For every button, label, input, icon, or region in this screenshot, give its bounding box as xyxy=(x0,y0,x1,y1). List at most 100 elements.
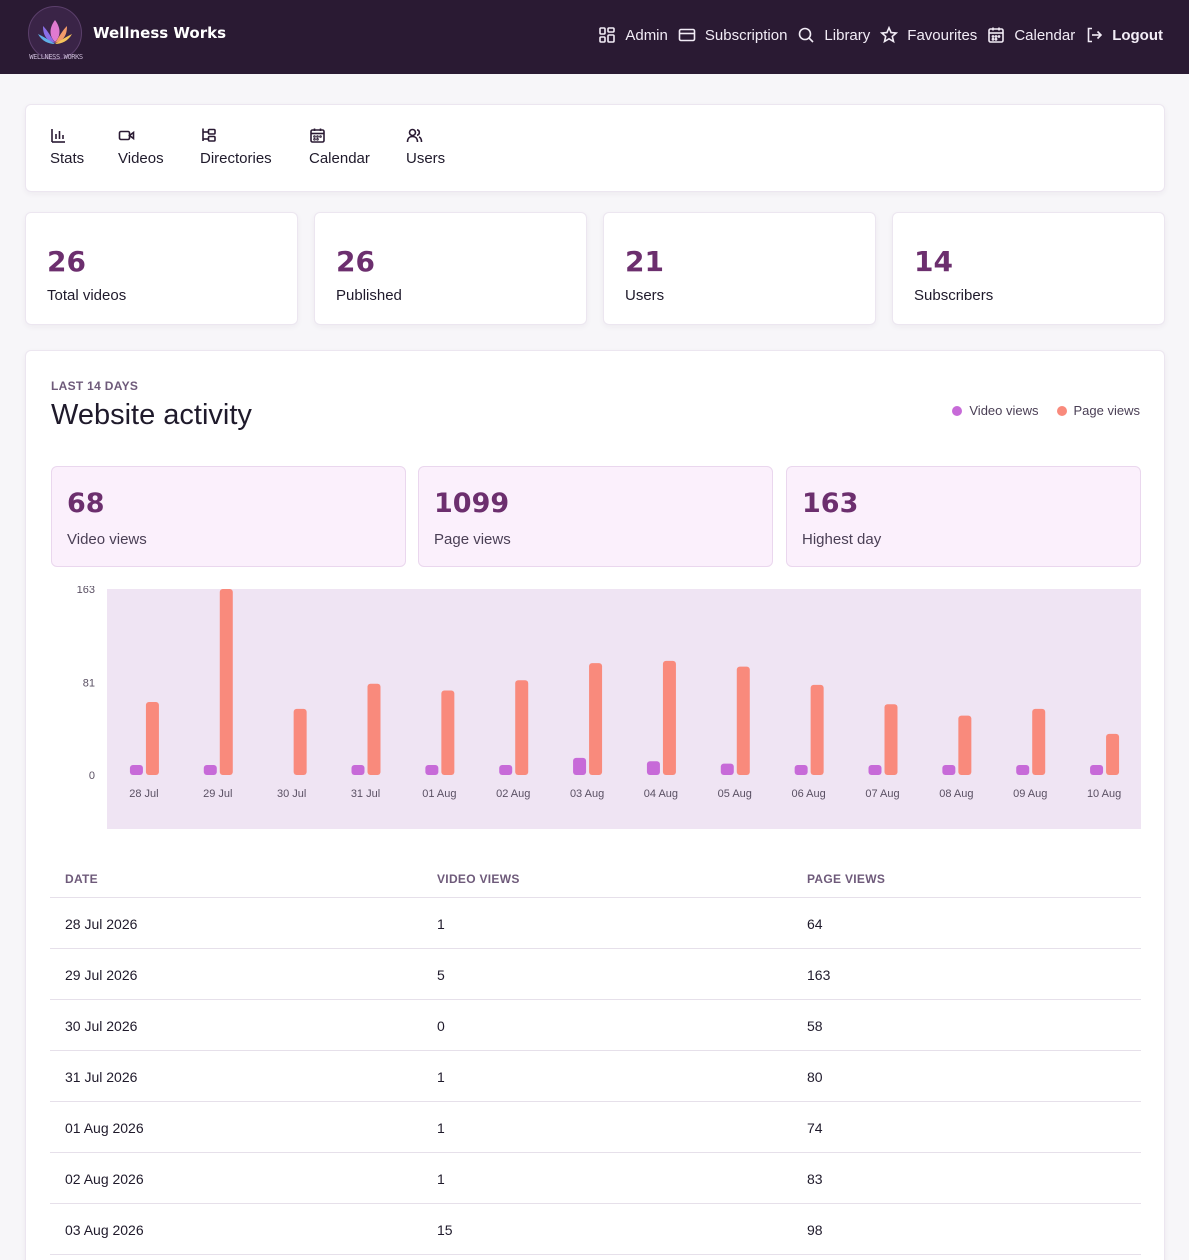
bar-video-views xyxy=(129,765,143,775)
brand-name[interactable]: Wellness Works xyxy=(93,24,227,42)
cell-date: 28 Jul 2026 xyxy=(65,916,138,932)
nav-library-label: Library xyxy=(824,26,871,44)
calendar-icon xyxy=(310,128,325,143)
nav-favourites[interactable]: Favourites xyxy=(880,26,977,44)
bar-page-views xyxy=(367,683,381,775)
lotus-logo-icon[interactable] xyxy=(28,6,82,60)
stat-card-users: 21 Users xyxy=(603,212,876,325)
tab-directories[interactable]: Directories xyxy=(200,127,272,167)
cell-video-views: 1 xyxy=(437,1120,445,1136)
cell-date: 29 Jul 2026 xyxy=(65,967,138,983)
bar-page-views xyxy=(219,589,233,775)
x-tick-label: 04 Aug xyxy=(644,788,678,800)
stat-value: 21 xyxy=(625,245,664,278)
stat-label: Subscribers xyxy=(914,287,994,304)
bar-video-views xyxy=(720,763,734,775)
search-icon xyxy=(799,27,814,43)
bar-page-views xyxy=(589,663,603,775)
nav-admin[interactable]: Admin xyxy=(598,26,668,44)
chart-legend: Video views Page views xyxy=(952,403,1140,418)
x-tick-label: 07 Aug xyxy=(865,788,899,800)
x-tick-label: 10 Aug xyxy=(1087,788,1121,800)
summary-label: Video views xyxy=(67,531,147,548)
logo-caption: WELLNESS WORKS xyxy=(29,53,83,61)
cell-video-views: 1 xyxy=(437,1069,445,1085)
tab-videos[interactable]: Videos xyxy=(118,127,164,167)
cell-date: 02 Aug 2026 xyxy=(65,1171,144,1187)
summary-label: Page views xyxy=(434,531,511,548)
nav-subscription-label: Subscription xyxy=(704,26,788,44)
tab-users-label: Users xyxy=(406,150,446,167)
bar-page-views xyxy=(884,704,898,775)
cell-video-views: 1 xyxy=(437,1171,445,1187)
x-tick-label: 30 Jul xyxy=(277,788,306,800)
bar-video-views xyxy=(351,765,365,775)
bar-page-views xyxy=(736,666,750,775)
summary-highest-day: 163 Highest day xyxy=(786,466,1141,567)
bar-video-views xyxy=(942,765,956,775)
activity-table: DATE VIDEO VIEWS PAGE VIEWS 28 Jul 2026 1… xyxy=(50,856,1141,1255)
nav-favourites-label: Favourites xyxy=(907,26,978,44)
stat-value: 26 xyxy=(336,245,375,278)
nav-library[interactable]: Library xyxy=(797,26,870,44)
x-tick-label: 28 Jul xyxy=(129,788,158,800)
stat-card-published: 26 Published xyxy=(314,212,587,325)
nav-admin-label: Admin xyxy=(625,26,668,44)
legend-dot xyxy=(952,405,963,416)
tab-stats[interactable]: Stats xyxy=(50,127,84,167)
y-tick-label: 0 xyxy=(89,770,95,782)
header-video-views: VIDEO VIEWS xyxy=(437,872,520,886)
table-row: 29 Jul 2026 5 163 xyxy=(50,949,1141,1000)
summary-label: Highest day xyxy=(802,531,882,548)
cell-video-views: 1 xyxy=(437,916,445,932)
chart-plot-area xyxy=(107,589,1141,829)
table-row: 03 Aug 2026 15 98 xyxy=(50,1204,1141,1255)
x-tick-label: 06 Aug xyxy=(792,788,826,800)
nav-subscription[interactable]: Subscription xyxy=(678,26,788,44)
bar-video-views xyxy=(794,765,808,775)
bar-video-views xyxy=(1016,765,1030,775)
stat-value: 14 xyxy=(914,245,953,278)
x-tick-label: 09 Aug xyxy=(1013,788,1047,800)
summary-value: 68 xyxy=(67,488,105,519)
credit-card-icon xyxy=(678,28,696,42)
main-nav: Admin Subscription Library Favourites Ca… xyxy=(598,22,1163,48)
cell-date: 31 Jul 2026 xyxy=(65,1069,138,1085)
x-tick-label: 02 Aug xyxy=(496,788,530,800)
bar-page-views xyxy=(441,690,455,775)
table-row: 30 Jul 2026 0 58 xyxy=(50,1000,1141,1051)
x-tick-label: 03 Aug xyxy=(570,788,604,800)
tab-directories-label: Directories xyxy=(200,150,272,167)
tab-stats-label: Stats xyxy=(50,150,85,167)
tab-calendar-label: Calendar xyxy=(309,150,370,167)
nav-logout-label: Logout xyxy=(1112,26,1163,44)
legend-video-views: Video views xyxy=(952,403,1039,418)
bar-video-views xyxy=(203,765,217,775)
admin-tabs: Stats Videos Directories Calendar Users xyxy=(25,104,1165,192)
nav-calendar[interactable]: Calendar xyxy=(987,26,1075,44)
cell-video-views: 5 xyxy=(437,967,445,983)
summary-page-views: 1099 Page views xyxy=(418,466,773,567)
summary-value: 1099 xyxy=(434,488,510,519)
cell-date: 03 Aug 2026 xyxy=(65,1222,144,1238)
cell-date: 01 Aug 2026 xyxy=(65,1120,144,1136)
tab-users[interactable]: Users xyxy=(406,127,445,167)
x-tick-label: 01 Aug xyxy=(422,788,456,800)
nav-logout[interactable]: Logout xyxy=(1085,26,1163,44)
summary-value: 163 xyxy=(802,488,859,519)
activity-title: Website activity xyxy=(51,399,252,431)
table-row: 31 Jul 2026 1 80 xyxy=(50,1051,1141,1102)
table-row: 01 Aug 2026 1 74 xyxy=(50,1102,1141,1153)
legend-page-views: Page views xyxy=(1056,403,1140,418)
y-tick-label: 81 xyxy=(83,678,95,690)
users-icon xyxy=(406,128,423,143)
legend-label: Page views xyxy=(1073,403,1140,418)
bar-video-views xyxy=(425,765,439,775)
table-body: 28 Jul 2026 1 64 29 Jul 2026 5 163 30 Jul 2026… xyxy=(50,898,1141,1255)
stat-card-total-videos: 26 Total videos xyxy=(25,212,298,325)
tab-videos-label: Videos xyxy=(118,150,164,167)
summary-video-views: 68 Video views xyxy=(51,466,406,567)
cell-date: 30 Jul 2026 xyxy=(65,1018,138,1034)
x-tick-label: 08 Aug xyxy=(939,788,973,800)
tab-calendar[interactable]: Calendar xyxy=(309,127,370,167)
